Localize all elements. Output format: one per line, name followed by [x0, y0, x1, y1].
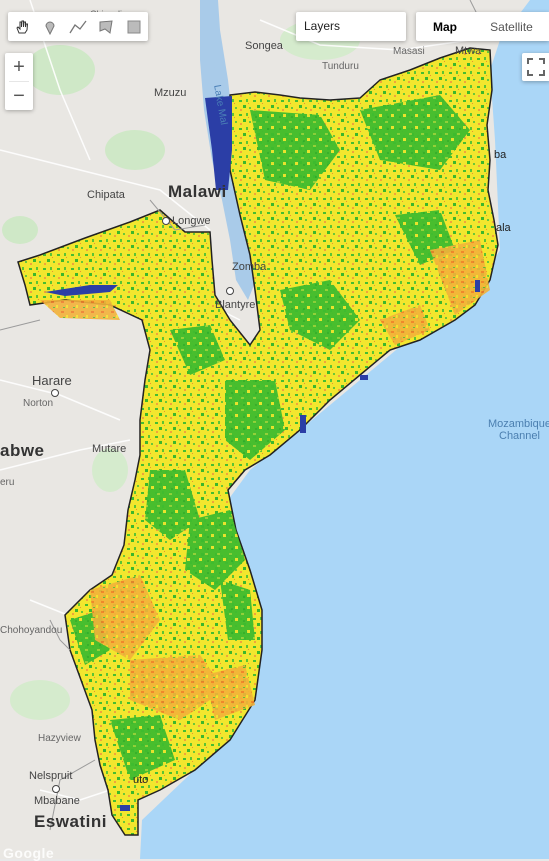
- label-blantyre: Blantyre: [215, 299, 256, 311]
- label-malawi: Malawi: [168, 182, 227, 201]
- layers-button[interactable]: Layers: [296, 12, 406, 41]
- label-chipata: Chipata: [87, 189, 125, 201]
- label-harare: Harare: [32, 373, 72, 388]
- label-hazyview: Hazyview: [38, 733, 81, 744]
- label-chohoyandou: Chohoyandou: [0, 625, 63, 636]
- fullscreen-icon: [527, 58, 545, 76]
- marker-harare: [51, 389, 59, 397]
- rectangle-tool-button[interactable]: [120, 12, 148, 41]
- google-logo: Google: [3, 845, 55, 861]
- label-pemba: ba: [494, 149, 507, 161]
- fullscreen-button[interactable]: [522, 53, 549, 81]
- label-mtwara: Mtwa: [455, 45, 482, 57]
- zoom-control: + −: [5, 53, 33, 110]
- label-eswatini: Eswatini: [34, 812, 107, 831]
- point-marker-icon: [45, 21, 55, 35]
- polyline-icon: [69, 20, 87, 33]
- label-maputo: uto: [133, 774, 149, 786]
- ocean: [140, 0, 549, 859]
- drawing-toolbar: [8, 12, 148, 41]
- polygon-tool-button[interactable]: [92, 12, 120, 41]
- line-tool-button[interactable]: [64, 12, 92, 41]
- label-tunduru: Tunduru: [322, 61, 359, 72]
- label-zomba: Zomba: [232, 261, 267, 273]
- label-mozambique-channel: Mozambique Channel: [488, 418, 549, 442]
- label-mbabane: Mbabane: [34, 795, 80, 807]
- label-mozambique-channel-line2: Channel: [499, 430, 540, 442]
- label-norton: Norton: [23, 398, 54, 409]
- label-rusape: eru: [0, 477, 15, 488]
- label-mozambique-channel-line1: Mozambique: [488, 418, 549, 430]
- label-mzuzu: Mzuzu: [154, 87, 187, 99]
- label-nacala: ala: [496, 222, 511, 234]
- rectangle-icon: [127, 20, 141, 33]
- polygon-icon: [99, 19, 113, 34]
- map-type-control: Map Satellite: [416, 12, 549, 41]
- label-zimbabwe: abwe: [0, 441, 45, 460]
- marker-blantyre: [226, 287, 234, 295]
- label-lilongwe: Longwe: [172, 215, 211, 227]
- hand-icon: [16, 20, 29, 33]
- marker-nelspruit: [52, 785, 60, 793]
- zoom-in-button[interactable]: +: [13, 55, 25, 78]
- label-nelspruit: Nelspruit: [29, 770, 73, 782]
- label-masasi: Masasi: [393, 46, 425, 57]
- label-mutare: Mutare: [92, 443, 127, 455]
- zoom-out-button[interactable]: −: [13, 84, 25, 107]
- zoom-divider: [9, 81, 29, 82]
- hand-tool-button[interactable]: [8, 12, 36, 41]
- label-songea: Songea: [245, 40, 283, 52]
- map-type-satellite-button[interactable]: Satellite: [490, 19, 533, 34]
- point-tool-button[interactable]: [36, 12, 64, 41]
- marker-lilongwe: [162, 217, 170, 225]
- map-type-map-button[interactable]: Map: [433, 19, 457, 34]
